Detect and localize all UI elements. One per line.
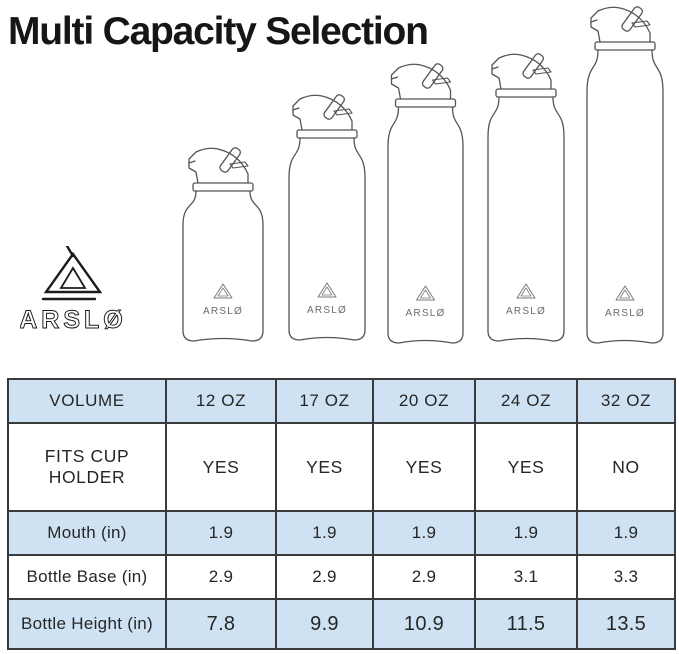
cell-mouth-2: 1.9 xyxy=(275,510,374,556)
bottle-brand-label: ARSLØ xyxy=(405,308,445,319)
brand-wordmark: ARSLØ xyxy=(20,306,127,334)
bottle-20oz: ARSLØ xyxy=(382,55,469,352)
cell-base-4: 3.1 xyxy=(474,554,578,600)
cell-mouth-4: 1.9 xyxy=(474,510,578,556)
cell-cup-3: YES xyxy=(372,422,476,512)
cell-volume-5: 32 OZ xyxy=(576,378,676,424)
table-row-base: Bottle Base (in) 2.9 2.9 2.9 3.1 3.3 xyxy=(7,554,676,600)
cell-cup-4: YES xyxy=(474,422,578,512)
bottle-brand-label: ARSLØ xyxy=(506,306,546,317)
page-title: Multi Capacity Selection xyxy=(8,10,429,53)
cell-cup-5: NO xyxy=(576,422,676,512)
cell-cup-2: YES xyxy=(275,422,374,512)
brand-triangle-icon: ARSLØ xyxy=(19,244,127,335)
table-row-mouth: Mouth (in) 1.9 1.9 1.9 1.9 1.9 xyxy=(7,510,676,556)
row-label-base: Bottle Base (in) xyxy=(7,554,167,600)
bottle-24oz: ARSLØ xyxy=(482,45,570,350)
bottle-32oz: ARSLØ xyxy=(581,0,669,352)
bottle-brand-label: ARSLØ xyxy=(203,306,243,317)
bottle-17oz: ARSLØ xyxy=(283,86,371,349)
table-row-cup-holder: FITS CUP HOLDER YES YES YES YES NO xyxy=(7,422,676,512)
row-label-volume: VOLUME xyxy=(7,378,167,424)
row-label-cup-holder: FITS CUP HOLDER xyxy=(7,422,167,512)
brand-logo: ARSLØ xyxy=(19,244,130,341)
cell-height-5: 13.5 xyxy=(576,598,676,650)
cell-height-4: 11.5 xyxy=(474,598,578,650)
cell-volume-1: 12 OZ xyxy=(165,378,277,424)
table-row-volume: VOLUME 12 OZ 17 OZ 20 OZ 24 OZ 32 OZ xyxy=(7,378,676,424)
cell-volume-3: 20 OZ xyxy=(372,378,476,424)
cell-base-5: 3.3 xyxy=(576,554,676,600)
cell-base-3: 2.9 xyxy=(372,554,476,600)
cell-base-2: 2.9 xyxy=(275,554,374,600)
spec-table: VOLUME 12 OZ 17 OZ 20 OZ 24 OZ 32 OZ FIT… xyxy=(7,378,676,650)
bottle-12oz: ARSLØ xyxy=(177,139,269,350)
cell-height-3: 10.9 xyxy=(372,598,476,650)
cell-base-1: 2.9 xyxy=(165,554,277,600)
row-label-height: Bottle Height (in) xyxy=(7,598,167,650)
cell-cup-1: YES xyxy=(165,422,277,512)
bottle-brand-label: ARSLØ xyxy=(605,308,645,319)
row-label-mouth: Mouth (in) xyxy=(7,510,167,556)
cell-mouth-5: 1.9 xyxy=(576,510,676,556)
cell-height-1: 7.8 xyxy=(165,598,277,650)
table-row-height: Bottle Height (in) 7.8 9.9 10.9 11.5 13.… xyxy=(7,598,676,650)
cell-volume-2: 17 OZ xyxy=(275,378,374,424)
cell-mouth-1: 1.9 xyxy=(165,510,277,556)
cell-volume-4: 24 OZ xyxy=(474,378,578,424)
bottle-brand-label: ARSLØ xyxy=(307,305,347,316)
cell-height-2: 9.9 xyxy=(275,598,374,650)
cell-mouth-3: 1.9 xyxy=(372,510,476,556)
